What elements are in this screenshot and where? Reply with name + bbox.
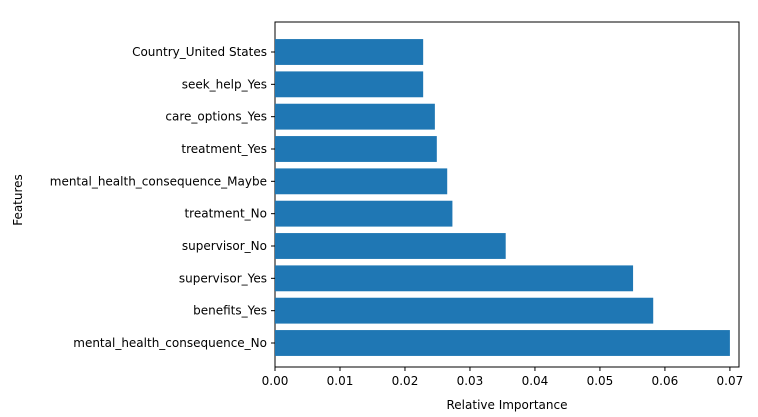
x-tick-label: 0.07 <box>717 374 744 388</box>
plot-frame <box>274 21 740 368</box>
bar <box>275 200 453 227</box>
bar <box>275 168 448 195</box>
y-tick-label: treatment_No <box>184 207 267 221</box>
y-tick-label: mental_health_consequence_No <box>73 336 267 350</box>
y-tick-label: care_options_Yes <box>165 110 267 124</box>
y-tick-label: treatment_Yes <box>181 142 267 156</box>
x-tick-label: 0.01 <box>327 374 354 388</box>
bar <box>275 297 654 324</box>
x-tick-label: 0.06 <box>652 374 679 388</box>
bar <box>275 233 506 259</box>
y-tick-label: mental_health_consequence_Maybe <box>50 174 267 188</box>
y-axis-label: Features <box>11 174 25 226</box>
bar <box>275 330 730 356</box>
bar <box>275 136 437 162</box>
bar <box>275 265 634 292</box>
y-tick-label: supervisor_No <box>182 239 267 253</box>
x-tick-label: 0.04 <box>522 374 549 388</box>
bar <box>275 103 435 130</box>
x-tick-label: 0.03 <box>457 374 484 388</box>
y-tick-label: benefits_Yes <box>193 304 267 318</box>
y-tick-label: Country_United States <box>132 45 267 59</box>
bar <box>275 39 424 65</box>
y-tick-label: seek_help_Yes <box>182 77 267 91</box>
y-tick-label: supervisor_Yes <box>179 271 267 285</box>
bar <box>275 71 424 98</box>
x-axis-label: Relative Importance <box>447 398 568 412</box>
x-tick-label: 0.02 <box>392 374 419 388</box>
x-tick-label: 0.00 <box>262 374 289 388</box>
x-tick-label: 0.05 <box>587 374 614 388</box>
